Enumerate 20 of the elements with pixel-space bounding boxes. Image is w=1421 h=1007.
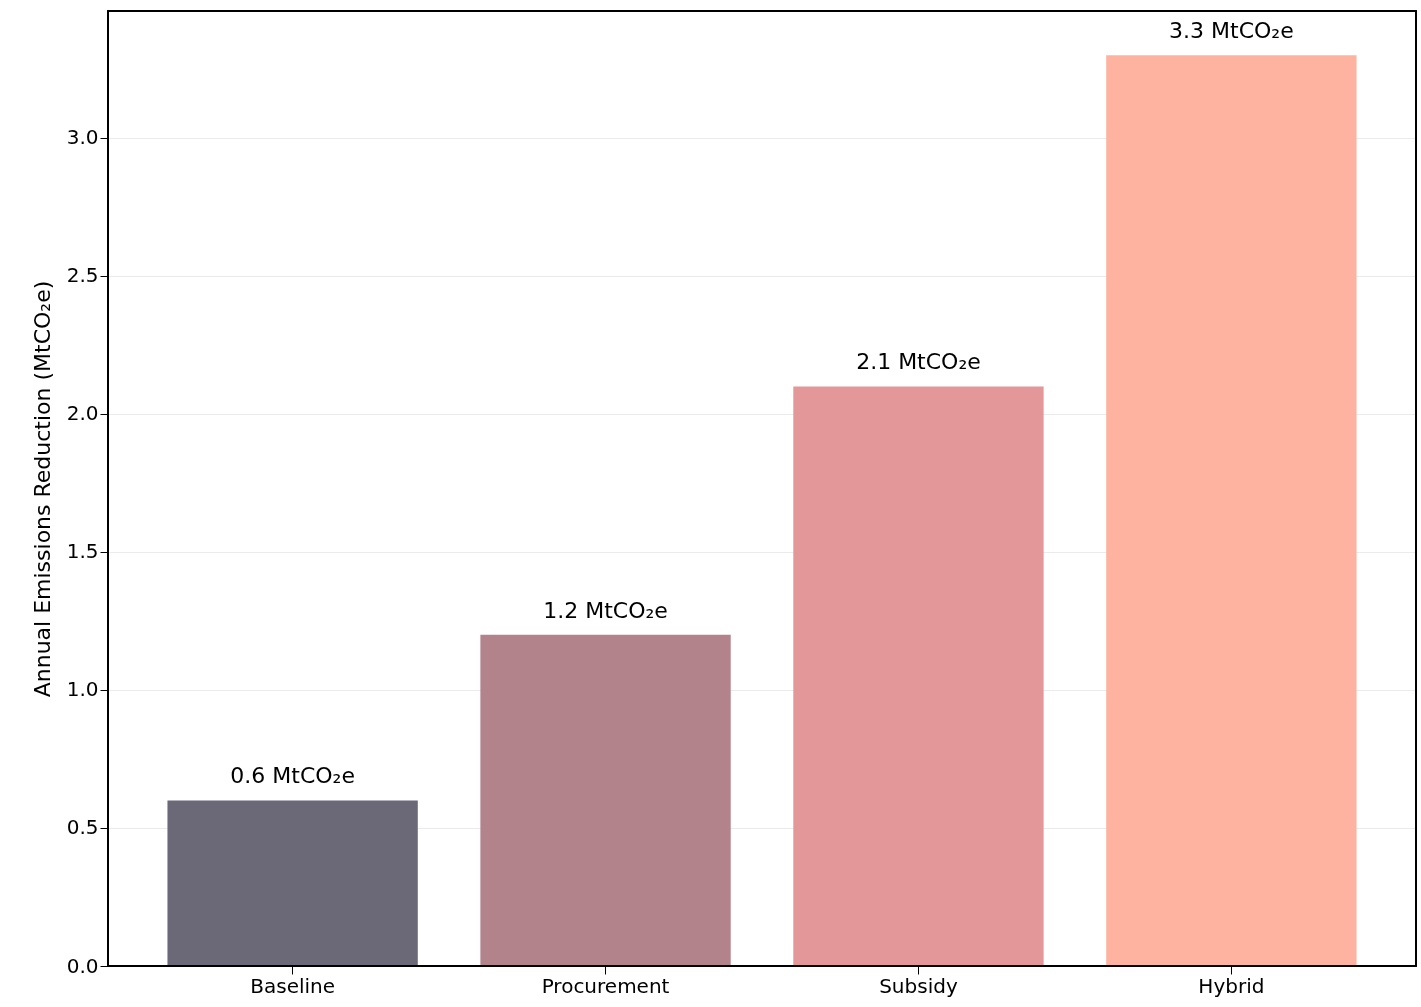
x-tick-label: Hybrid [1198, 973, 1265, 998]
x-tick-label: Subsidy [879, 973, 958, 998]
data-label: 1.2 MtCO₂e [543, 597, 668, 623]
x-tick-label: Baseline [250, 973, 336, 998]
y-tick-label: 0.5 [66, 815, 99, 840]
bar [480, 634, 731, 966]
bar [1106, 55, 1357, 966]
y-axis-title: Annual Emissions Reduction (MtCO₂e) [29, 280, 55, 698]
y-tick-label: 2.0 [66, 401, 99, 426]
y-tick-label: 3.0 [66, 125, 99, 150]
y-tick-label: 1.5 [66, 539, 99, 564]
data-label: 3.3 MtCO₂e [1169, 18, 1294, 44]
bar [167, 800, 418, 966]
data-label: 0.6 MtCO₂e [230, 763, 355, 789]
bar [793, 386, 1044, 966]
x-tick-label: Procurement [541, 973, 670, 998]
y-tick-label: 2.5 [66, 263, 99, 288]
y-tick-label: 1.0 [66, 677, 99, 702]
y-tick-label: 0.0 [66, 953, 99, 978]
data-label: 2.1 MtCO₂e [856, 349, 981, 375]
